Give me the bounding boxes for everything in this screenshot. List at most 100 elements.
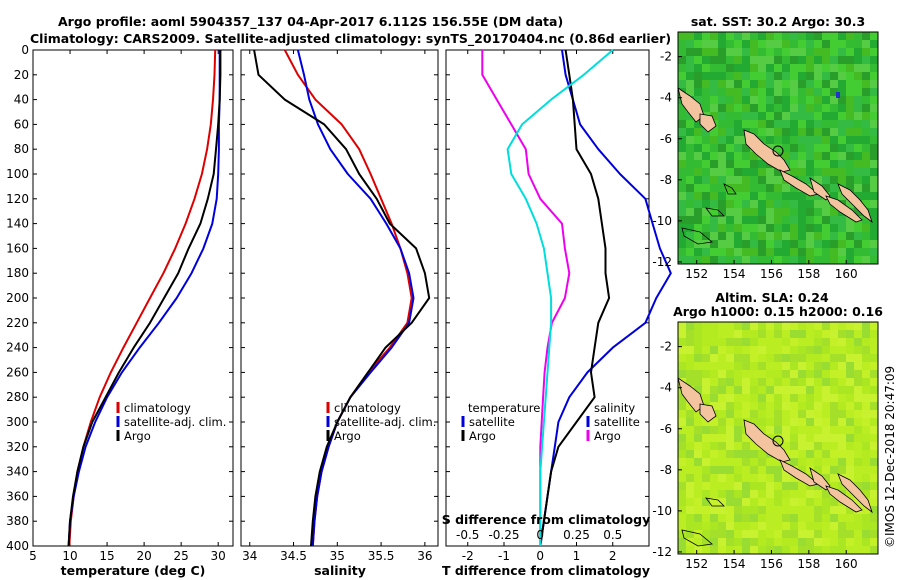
legend-satellite: satellite-adj. clim. bbox=[124, 415, 226, 429]
sst-argo-location-marker bbox=[772, 145, 784, 157]
y-tick-label: 140 bbox=[6, 217, 29, 231]
sla-map-ticks: 152 154 156 158 160 -2 -4 -6 -8 -10 -12 bbox=[652, 340, 857, 571]
x-tick-label: 0 bbox=[536, 549, 544, 563]
map-x-tick-label: 156 bbox=[760, 267, 783, 281]
y-tick-label: 380 bbox=[6, 514, 29, 528]
difference-lines bbox=[481, 49, 672, 547]
temperature-panel: 0 20 40 60 80 100 120 140 160 180 200 220 240 260 280 3… bbox=[6, 43, 234, 578]
map-y-tick-label: -12 bbox=[652, 545, 672, 559]
y-tick-label: 120 bbox=[6, 192, 29, 206]
salinity-lines bbox=[253, 49, 431, 547]
y-tick-label: 0 bbox=[21, 43, 29, 57]
y-tick-label: 400 bbox=[6, 539, 29, 553]
figure-title-line2: Climatology: CARS2009. Satellite-adjuste… bbox=[30, 31, 671, 47]
series-line-t-argo bbox=[539, 49, 611, 547]
s-tick-label: 0.25 bbox=[563, 528, 590, 542]
y-tick-label: 360 bbox=[6, 489, 29, 503]
x-tick-label: 34 bbox=[242, 549, 257, 563]
salinity-axes-frame bbox=[240, 49, 439, 547]
s-tick-label: -0.25 bbox=[488, 528, 519, 542]
x-tick-label: 36 bbox=[417, 549, 432, 563]
legend-climatology: climatology bbox=[124, 401, 191, 415]
map-x-tick-label: 158 bbox=[797, 557, 820, 571]
y-tick-label: 260 bbox=[6, 365, 29, 379]
y-tick-label: 160 bbox=[6, 241, 29, 255]
y-tick-label: 180 bbox=[6, 266, 29, 280]
map-y-tick-label: -10 bbox=[652, 504, 672, 518]
sla-map-title: Altim. SLA: 0.24 bbox=[715, 290, 829, 305]
series-line-argo bbox=[253, 49, 431, 547]
series-line-satellite-adj-clim- bbox=[67, 50, 221, 547]
map-x-tick-label: 160 bbox=[835, 267, 858, 281]
map-y-tick-label: -2 bbox=[660, 50, 672, 64]
x-tick-label: 30 bbox=[211, 549, 226, 563]
legend-t-argo: Argo bbox=[469, 429, 496, 443]
salinity-y-ticks bbox=[241, 49, 438, 547]
sla-coastline bbox=[677, 377, 873, 547]
x-tick-label: -2 bbox=[462, 549, 474, 563]
x-tick-label: 5 bbox=[29, 549, 37, 563]
map-y-tick-label: -8 bbox=[660, 463, 672, 477]
sla-map-frame bbox=[677, 321, 879, 555]
legend-argo: Argo bbox=[124, 429, 151, 443]
legend-temperature: temperature bbox=[468, 401, 540, 415]
figure-title-line1: Argo profile: aoml 5904357_137 04-Apr-20… bbox=[58, 14, 563, 30]
s-difference-xlabel: S difference from climatology bbox=[442, 512, 651, 527]
difference-legend-salinity: salinity satellite Argo bbox=[586, 401, 640, 443]
sst-map-ticks: 152 154 156 158 160 -2 -4 -6 -8 -10 -12 bbox=[652, 50, 857, 281]
y-tick-label: 240 bbox=[6, 341, 29, 355]
temperature-x-ticks: 5 10 15 20 25 30 bbox=[29, 50, 226, 563]
sla-field bbox=[678, 322, 878, 554]
legend-satellite-2: satellite-adj. clim. bbox=[334, 415, 436, 429]
x-tick-label: 35.5 bbox=[368, 549, 395, 563]
sla-map-subtitle: Argo h1000: 0.15 h2000: 0.16 bbox=[673, 304, 883, 319]
map-x-tick-label: 154 bbox=[723, 557, 746, 571]
difference-legend-temperature: temperature satellite Argo bbox=[461, 401, 540, 443]
x-tick-label: 2 bbox=[609, 549, 617, 563]
map-y-tick-label: -12 bbox=[652, 255, 672, 269]
sst-map: sat. SST: 30.2 Argo: 30.3 152 154 156 158 16… bbox=[652, 14, 879, 281]
legend-s-argo: Argo bbox=[594, 429, 621, 443]
s-tick-label: -0.5 bbox=[456, 528, 479, 542]
map-x-tick-label: 158 bbox=[797, 267, 820, 281]
series-line-t-difference bbox=[506, 49, 614, 546]
map-x-tick-label: 156 bbox=[760, 557, 783, 571]
t-difference-xlabel: T difference from climatology bbox=[442, 563, 650, 578]
map-y-tick-label: -4 bbox=[660, 381, 672, 395]
sst-map-frame bbox=[677, 31, 879, 265]
temperature-y-ticks: 0 20 40 60 80 100 120 140 160 180 200 220 240 260 280 3… bbox=[6, 43, 233, 553]
map-y-tick-label: -6 bbox=[660, 132, 672, 146]
difference-y-ticks bbox=[446, 49, 649, 547]
difference-axes-frame bbox=[445, 49, 650, 547]
y-tick-label: 340 bbox=[6, 465, 29, 479]
x-tick-label: 25 bbox=[174, 549, 189, 563]
x-tick-label: 1 bbox=[573, 549, 581, 563]
map-x-tick-label: 152 bbox=[685, 267, 708, 281]
sst-map-title: sat. SST: 30.2 Argo: 30.3 bbox=[691, 14, 865, 29]
x-tick-label: -1 bbox=[498, 549, 510, 563]
s-tick-label: 0.5 bbox=[603, 528, 622, 542]
sla-argo-location-marker bbox=[772, 435, 784, 447]
salinity-xlabel: salinity bbox=[314, 563, 366, 578]
imos-credit: ©IMOS 12-Dec-2018 20:47:09 bbox=[883, 366, 897, 548]
y-tick-label: 20 bbox=[14, 68, 29, 82]
salinity-panel: 34 34.5 35 35.5 36 salinity climatology sate… bbox=[240, 49, 439, 578]
sst-cold-patch bbox=[836, 92, 840, 98]
x-tick-label: 20 bbox=[136, 549, 151, 563]
legend-t-satellite: satellite bbox=[469, 415, 515, 429]
temperature-xlabel: temperature (deg C) bbox=[61, 563, 206, 578]
map-x-tick-label: 152 bbox=[685, 557, 708, 571]
sst-field bbox=[678, 32, 878, 264]
series-line-satellite-adj-clim- bbox=[296, 49, 415, 547]
series-line-argo bbox=[67, 50, 222, 547]
salinity-legend: climatology satellite-adj. clim. Argo bbox=[326, 401, 436, 443]
s-tick-label: 0 bbox=[536, 528, 544, 542]
x-tick-label: 34.5 bbox=[280, 549, 307, 563]
series-line-t-satellite bbox=[539, 49, 672, 547]
map-y-tick-label: -8 bbox=[660, 173, 672, 187]
legend-argo-2: Argo bbox=[334, 429, 361, 443]
y-tick-label: 200 bbox=[6, 291, 29, 305]
difference-panel: -2 -1 0 1 2 T difference from climatology S … bbox=[442, 49, 672, 578]
x-tick-label: 35 bbox=[330, 549, 345, 563]
